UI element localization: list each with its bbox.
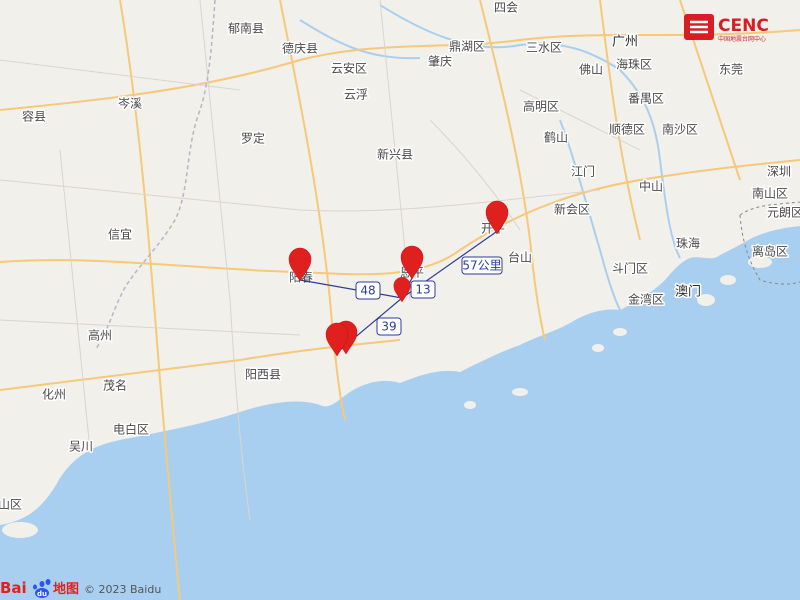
distance-label-box bbox=[410, 280, 436, 299]
city-label: 离岛区 bbox=[752, 244, 788, 259]
city-label: 化州 bbox=[42, 388, 66, 402]
city-label: 信宜 bbox=[108, 227, 132, 242]
distance-label-text: 13 bbox=[415, 283, 430, 297]
baidu-du: du bbox=[37, 590, 47, 598]
epicenter-marker[interactable] bbox=[393, 277, 411, 303]
location-marker[interactable] bbox=[400, 245, 424, 280]
sea-area bbox=[0, 226, 800, 600]
city-label: 珠海 bbox=[676, 236, 700, 251]
province-boundary bbox=[94, 0, 216, 351]
city-label: 顺德区 bbox=[609, 122, 645, 137]
city-label: 海珠区 bbox=[616, 57, 652, 72]
city-label: 电白区 bbox=[113, 422, 149, 437]
cenc-logo-icon-lines bbox=[690, 20, 708, 34]
city-label: 中山 bbox=[639, 179, 663, 194]
city-label: 元朗区 bbox=[767, 206, 800, 220]
city-label: 佛山 bbox=[579, 63, 603, 77]
island bbox=[464, 401, 476, 409]
distance-label-box bbox=[355, 281, 381, 300]
location-marker[interactable] bbox=[288, 247, 312, 282]
city-label: 高明区 bbox=[523, 99, 559, 114]
distance-label: 57公里 bbox=[461, 256, 503, 275]
baidu-suffix: 地图 bbox=[53, 581, 79, 597]
city-label: 番禺区 bbox=[628, 92, 664, 106]
distance-label: 48 bbox=[355, 281, 381, 300]
island bbox=[697, 294, 715, 306]
city-label: 南山区 bbox=[752, 186, 788, 201]
distance-label-text: 48 bbox=[360, 284, 375, 298]
location-marker[interactable] bbox=[325, 322, 349, 357]
cenc-title: CENC bbox=[718, 16, 769, 36]
baidu-bai: Bai bbox=[0, 579, 27, 597]
cenc-logo: CENC 中国地震台网中心 bbox=[684, 14, 769, 43]
island bbox=[748, 256, 772, 268]
distance-label: 39 bbox=[376, 317, 402, 336]
city-label: 阳西县 bbox=[245, 368, 281, 382]
city-label: 容县 bbox=[22, 109, 46, 124]
city-label: 岑溪 bbox=[118, 97, 142, 111]
city-label: 金湾区 bbox=[628, 292, 664, 307]
map-attribution: © 2023 Baidu bbox=[84, 583, 161, 596]
island bbox=[720, 275, 736, 285]
city-label: 台山 bbox=[508, 250, 532, 265]
city-label: 江门 bbox=[571, 164, 595, 179]
distance-line-yangchun bbox=[299, 279, 403, 299]
city-label: 南沙区 bbox=[662, 122, 698, 137]
baidu-paw-icon: du bbox=[33, 579, 51, 598]
city-label: 鼎湖区 bbox=[449, 39, 485, 54]
distance-label-box bbox=[376, 317, 402, 336]
island bbox=[512, 388, 528, 396]
city-label: 云浮 bbox=[344, 88, 368, 102]
hk-boundary bbox=[739, 201, 800, 285]
distance-label: 13 bbox=[410, 280, 436, 299]
city-label: 斗门区 bbox=[612, 261, 648, 276]
city-label: 鹤山 bbox=[544, 130, 568, 145]
city-label: 罗定 bbox=[241, 131, 265, 146]
city-label: 三水区 bbox=[526, 41, 562, 55]
baidu-brand: Bai du 地图 © 2023 Baidu bbox=[0, 579, 161, 598]
city-label: 德庆县 bbox=[282, 41, 318, 56]
city-label: 澳门 bbox=[675, 284, 701, 300]
distance-label-box bbox=[461, 256, 503, 275]
city-label: 深圳 bbox=[767, 165, 791, 179]
cenc-subtitle: 中国地震台网中心 bbox=[718, 35, 766, 43]
island bbox=[2, 522, 38, 538]
city-label: 新兴县 bbox=[377, 147, 413, 162]
distance-label-text: 57公里 bbox=[462, 259, 501, 273]
location-marker[interactable] bbox=[485, 200, 509, 235]
city-label: 茂名 bbox=[103, 378, 127, 393]
city-label: 山区 bbox=[0, 498, 22, 512]
city-label: 高州 bbox=[88, 328, 112, 343]
city-label: 郁南县 bbox=[228, 21, 264, 36]
island bbox=[592, 344, 604, 352]
island bbox=[613, 328, 627, 336]
city-label: 广州 bbox=[612, 35, 638, 50]
city-label: 肇庆 bbox=[428, 54, 452, 69]
city-label: 四会 bbox=[494, 1, 518, 15]
city-label: 云安区 bbox=[331, 61, 367, 76]
city-label: 吴川 bbox=[69, 440, 93, 454]
markers bbox=[288, 200, 509, 357]
city-label: 新会区 bbox=[554, 202, 590, 217]
city-label: 东莞 bbox=[719, 63, 743, 77]
distance-label-text: 39 bbox=[381, 320, 396, 334]
distance-labels: 48 13 39 57公里 bbox=[355, 256, 503, 336]
